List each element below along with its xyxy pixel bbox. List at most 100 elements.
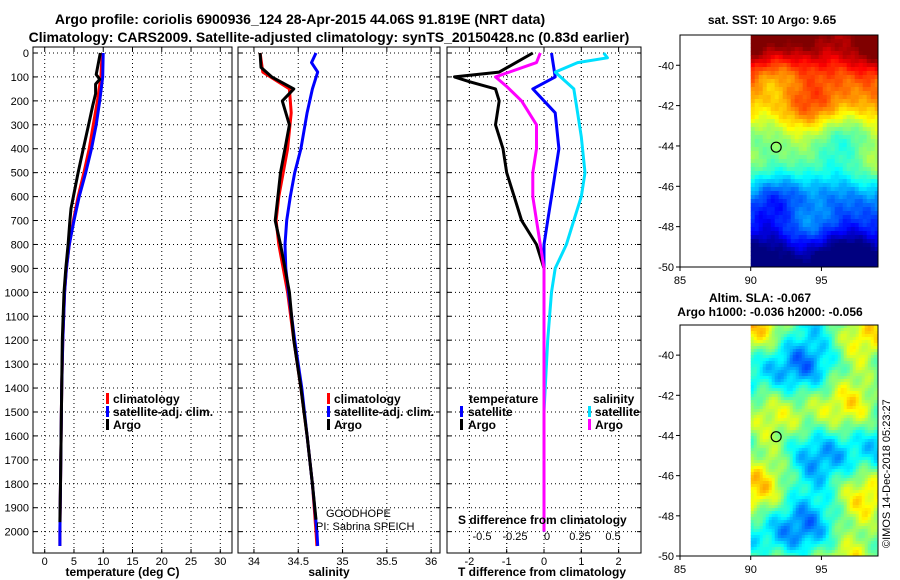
heat-cell <box>866 67 872 72</box>
heat-cell <box>795 457 800 461</box>
heat-cell <box>842 115 848 120</box>
heat-cell <box>810 328 815 332</box>
heat-cell <box>874 167 880 172</box>
heat-cell <box>846 243 852 248</box>
heat-cell <box>842 163 848 168</box>
heat-cell <box>786 490 791 494</box>
heat-cell <box>789 325 794 329</box>
heat-cell <box>850 199 856 204</box>
heat-cell <box>831 487 836 491</box>
heat-cell <box>864 385 869 389</box>
heat-cell <box>770 247 776 252</box>
heat-cell <box>780 364 785 368</box>
heat-cell <box>795 403 800 407</box>
heat-cell <box>870 139 876 144</box>
heat-cell <box>778 211 784 216</box>
heat-cell <box>825 373 830 377</box>
heat-cell <box>862 91 868 96</box>
heat-cell <box>858 418 863 422</box>
heat-cell <box>759 415 764 419</box>
heat-cell <box>864 388 869 392</box>
heat-cell <box>762 35 768 40</box>
heat-cell <box>806 115 812 120</box>
heat-cell <box>838 139 844 144</box>
heat-cell <box>810 385 815 389</box>
heat-cell <box>828 499 833 503</box>
heat-cell <box>838 135 844 140</box>
heat-cell <box>789 454 794 458</box>
heat-cell <box>842 159 848 164</box>
heat-cell <box>802 235 808 240</box>
x-axis-label: salinity <box>308 565 350 579</box>
heat-cell <box>807 391 812 395</box>
mask <box>750 267 878 276</box>
heat-cell <box>789 439 794 443</box>
heat-cell <box>825 361 830 365</box>
heat-cell <box>842 167 848 172</box>
heat-cell <box>804 472 809 476</box>
heat-cell <box>801 490 806 494</box>
heat-cell <box>818 75 824 80</box>
heat-cell <box>846 255 852 260</box>
heat-cell <box>842 227 848 232</box>
heat-cell <box>795 373 800 377</box>
heat-cell <box>816 487 821 491</box>
heat-cell <box>828 409 833 413</box>
series-argo <box>258 52 318 520</box>
heat-cell <box>838 203 844 208</box>
heat-cell <box>838 39 844 44</box>
heat-cell <box>873 481 878 485</box>
heat-cell <box>852 478 857 482</box>
heat-cell <box>870 415 875 419</box>
heat-cell <box>850 235 856 240</box>
heat-cell <box>756 508 761 512</box>
heat-cell <box>862 131 868 136</box>
heat-cell <box>762 379 767 383</box>
heat-cell <box>837 349 842 353</box>
heat-cell <box>843 475 848 479</box>
heat-cell <box>819 376 824 380</box>
heat-cell <box>804 334 809 338</box>
heat-cell <box>873 385 878 389</box>
heat-cell <box>766 143 772 148</box>
heat-cell <box>798 463 803 467</box>
heat-cell <box>770 135 776 140</box>
heat-cell <box>818 179 824 184</box>
heat-cell <box>771 400 776 404</box>
heat-cell <box>852 349 857 353</box>
heat-cell <box>850 207 856 212</box>
heat-cell <box>770 55 776 60</box>
heat-cell <box>794 243 800 248</box>
heat-cell <box>846 340 851 344</box>
heat-cell <box>837 361 842 365</box>
heat-cell <box>814 211 820 216</box>
heat-cell <box>810 107 816 112</box>
heat-cell <box>777 493 782 497</box>
heat-cell <box>789 367 794 371</box>
heat-cell <box>834 51 840 56</box>
heat-cell <box>850 263 856 268</box>
heat-cell <box>810 436 815 440</box>
heat-cell <box>802 171 808 176</box>
heat-cell <box>798 51 804 56</box>
heat-cell <box>846 370 851 374</box>
heat-cell <box>794 255 800 260</box>
heat-cell <box>874 143 880 148</box>
heat-cell <box>777 490 782 494</box>
heat-cell <box>855 448 860 452</box>
heat-cell <box>852 403 857 407</box>
heat-cell <box>762 349 767 353</box>
heat-cell <box>798 343 803 347</box>
heat-cell <box>837 442 842 446</box>
heat-cell <box>849 397 854 401</box>
heat-cell <box>858 127 864 132</box>
heat-cell <box>826 251 832 256</box>
heat-cell <box>818 219 824 224</box>
heat-cell <box>798 147 804 152</box>
heat-cell <box>795 418 800 422</box>
heat-cell <box>810 412 815 416</box>
heat-cell <box>866 231 872 236</box>
heat-cell <box>786 43 792 48</box>
heat-cell <box>768 466 773 470</box>
heat-cell <box>765 373 770 377</box>
